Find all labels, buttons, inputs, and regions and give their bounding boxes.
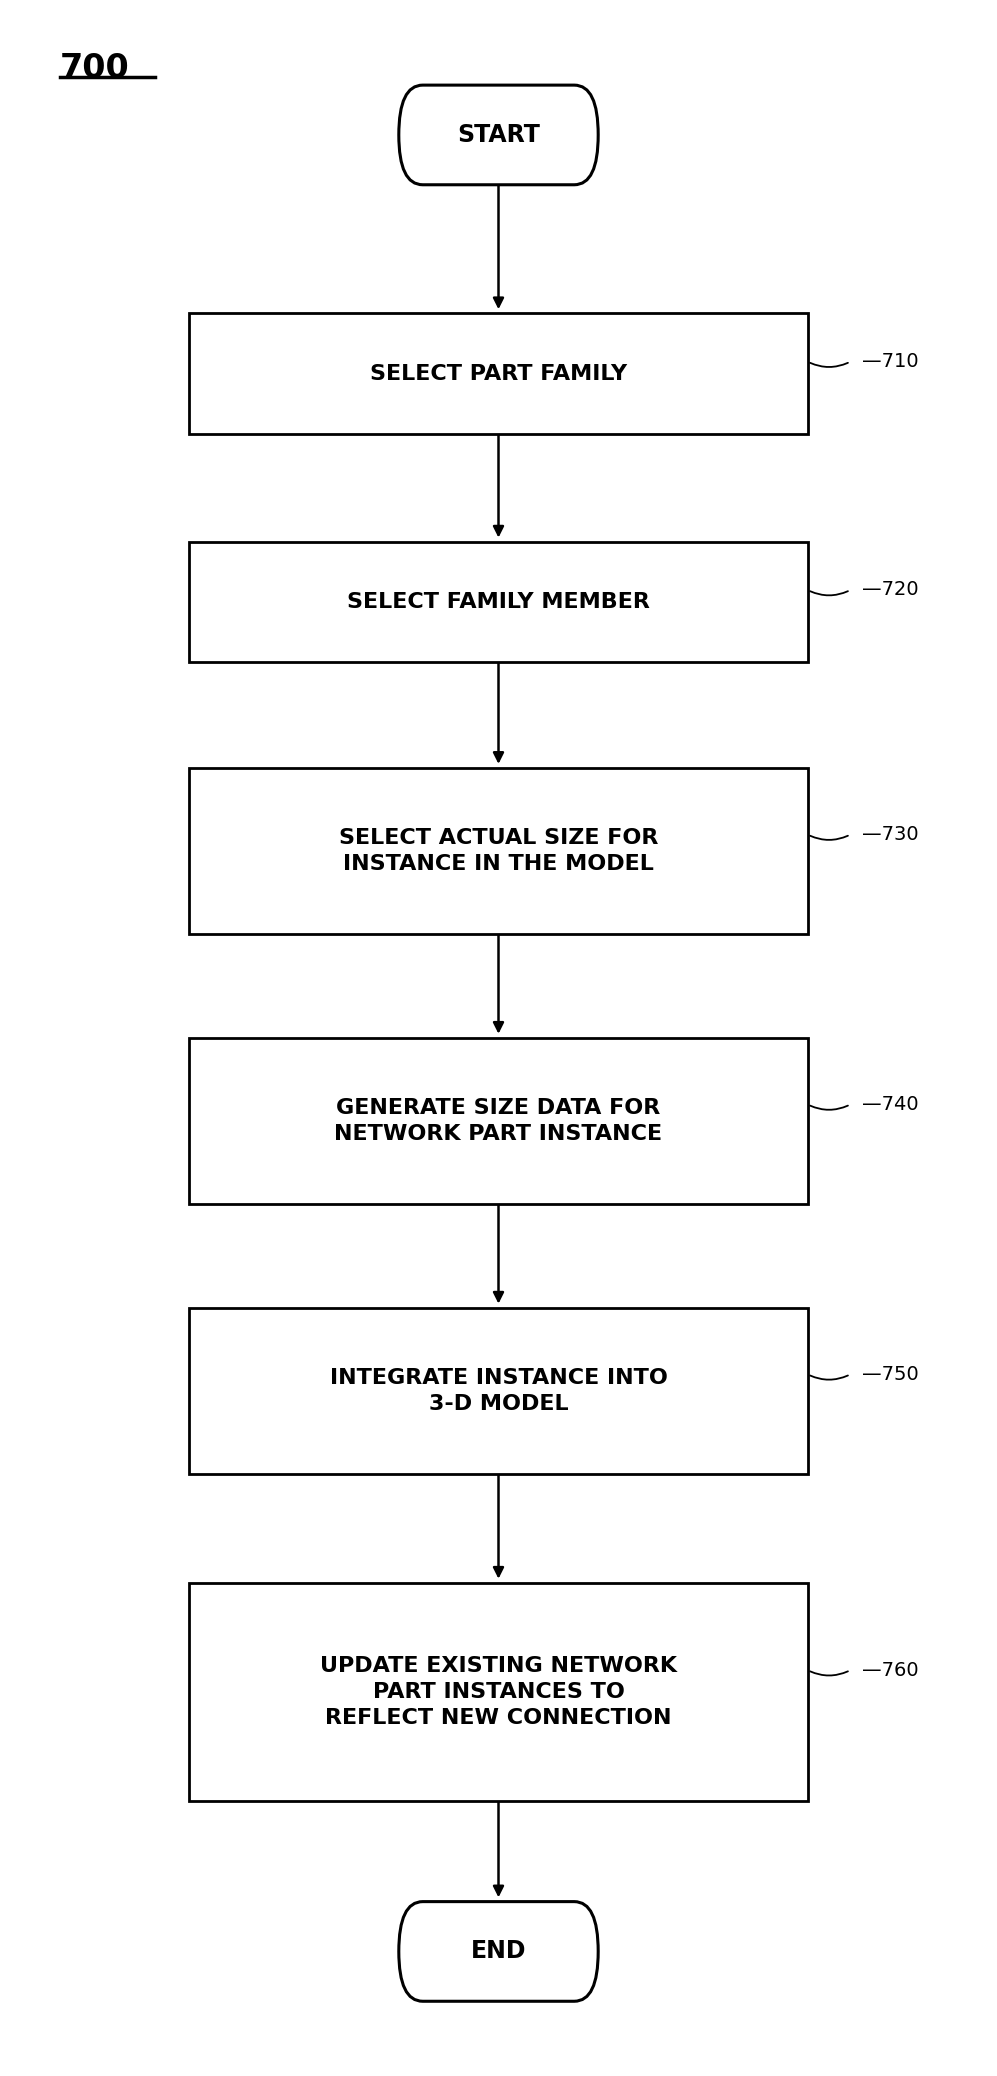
Text: START: START: [457, 122, 540, 147]
Text: INTEGRATE INSTANCE INTO
3-D MODEL: INTEGRATE INSTANCE INTO 3-D MODEL: [330, 1368, 667, 1414]
Text: SELECT PART FAMILY: SELECT PART FAMILY: [370, 363, 627, 384]
FancyBboxPatch shape: [189, 1038, 808, 1204]
Text: —720: —720: [862, 581, 919, 600]
Text: —760: —760: [862, 1661, 919, 1679]
Text: —740: —740: [862, 1094, 919, 1115]
Text: SELECT ACTUAL SIZE FOR
INSTANCE IN THE MODEL: SELECT ACTUAL SIZE FOR INSTANCE IN THE M…: [339, 828, 658, 874]
FancyBboxPatch shape: [189, 768, 808, 934]
FancyBboxPatch shape: [189, 313, 808, 434]
FancyBboxPatch shape: [189, 1308, 808, 1474]
Text: UPDATE EXISTING NETWORK
PART INSTANCES TO
REFLECT NEW CONNECTION: UPDATE EXISTING NETWORK PART INSTANCES T…: [320, 1655, 677, 1729]
Text: 700: 700: [60, 52, 130, 85]
FancyBboxPatch shape: [189, 542, 808, 662]
Text: SELECT FAMILY MEMBER: SELECT FAMILY MEMBER: [347, 592, 650, 612]
FancyBboxPatch shape: [399, 85, 598, 185]
Text: —710: —710: [862, 353, 919, 372]
FancyBboxPatch shape: [189, 1582, 808, 1800]
Text: END: END: [471, 1939, 526, 1964]
Text: —730: —730: [862, 824, 919, 845]
Text: —750: —750: [862, 1364, 919, 1385]
Text: GENERATE SIZE DATA FOR
NETWORK PART INSTANCE: GENERATE SIZE DATA FOR NETWORK PART INST…: [334, 1098, 663, 1144]
FancyBboxPatch shape: [399, 1902, 598, 2001]
